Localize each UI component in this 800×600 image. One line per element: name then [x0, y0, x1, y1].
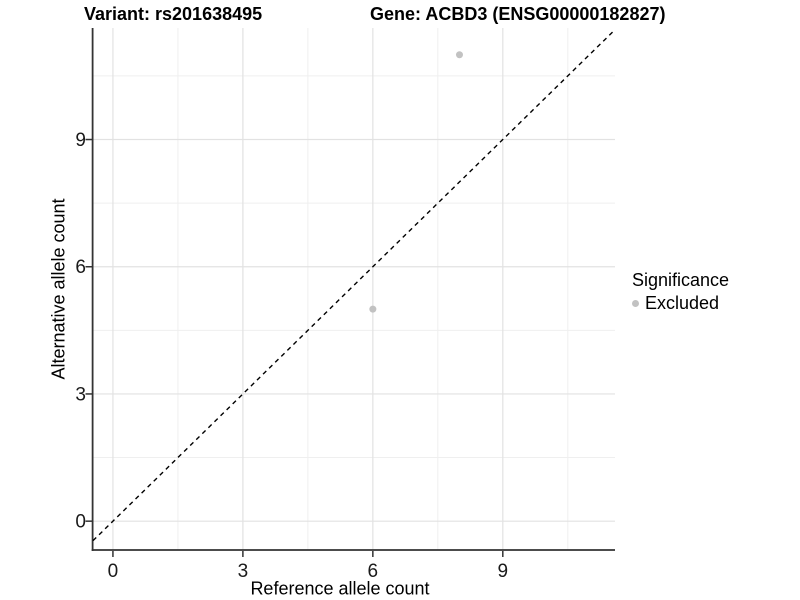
excluded-dot-icon — [632, 300, 639, 307]
legend-item-excluded: Excluded — [632, 293, 729, 314]
legend-item-label: Excluded — [645, 293, 720, 313]
data-point — [455, 51, 463, 59]
grid-major — [93, 28, 615, 550]
legend-title: Significance — [632, 270, 730, 290]
y-tick-label: 3 — [75, 384, 86, 405]
x-tick-label: 3 — [238, 561, 249, 582]
x-axis: 0 3 6 9 — [108, 551, 508, 582]
data-point — [369, 305, 377, 313]
y-axis-title: Alternative allele count — [48, 198, 69, 380]
plot-title-gene: Gene: ACBD3 (ENSG00000182827) — [370, 4, 666, 24]
identity-line — [92, 29, 616, 542]
x-tick-label: 0 — [108, 561, 119, 582]
y-tick-label: 0 — [75, 512, 86, 533]
y-tick-label: 6 — [75, 257, 86, 278]
legend: Significance Excluded — [632, 270, 729, 314]
x-tick-label: 6 — [368, 561, 379, 582]
y-tick-label: 9 — [75, 130, 86, 151]
x-tick-label: 9 — [498, 561, 509, 582]
grid-minor — [93, 28, 615, 550]
points — [369, 51, 463, 313]
plot-title-variant: Variant: rs201638495 — [84, 4, 263, 24]
y-axis: 0 3 6 9 — [75, 130, 92, 533]
x-axis-title: Reference allele count — [250, 578, 430, 599]
